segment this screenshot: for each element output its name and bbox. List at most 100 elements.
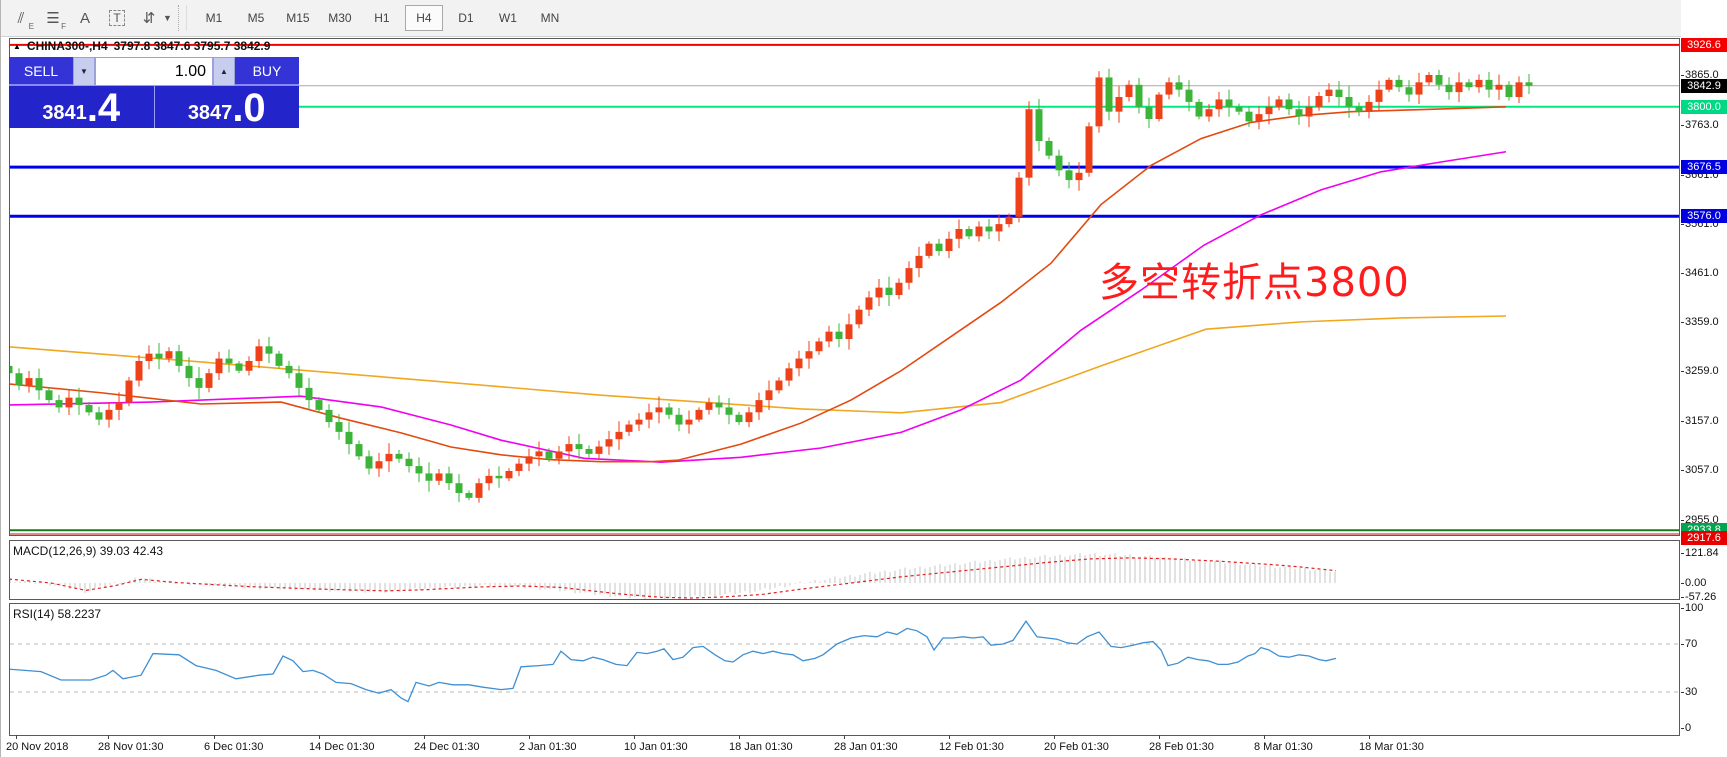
timeframe-M1[interactable]: M1 bbox=[205, 11, 223, 25]
date-tickmark bbox=[634, 735, 635, 739]
chart-annotation-text: 多空转折点3800 bbox=[1099, 260, 1410, 306]
price-badge-3576.0: 3576.0 bbox=[1681, 209, 1727, 224]
timeframe-M5[interactable]: M5 bbox=[247, 11, 265, 25]
sell-button[interactable]: SELL bbox=[9, 57, 73, 86]
price-axis[interactable]: 3865.0 3763.0 3661.0 3561.0 3461.0 3359.0 3259… bbox=[1680, 0, 1727, 757]
date-tickmark bbox=[319, 735, 320, 739]
date-label: 28 Feb 01:30 bbox=[1149, 741, 1214, 753]
timeframe-M15[interactable]: M15 bbox=[286, 11, 310, 25]
macd-panel[interactable] bbox=[9, 540, 1680, 600]
date-label: 20 Nov 2018 bbox=[6, 741, 69, 753]
date-label: 2 Jan 01:30 bbox=[519, 741, 577, 753]
price-tick: 3461.0 bbox=[1681, 266, 1719, 279]
rsi-chart[interactable] bbox=[10, 604, 1679, 735]
date-label: 24 Dec 01:30 bbox=[414, 741, 480, 753]
one-click-trade-panel: SELL ▼ ▲ BUY 3841 .4 3847 .0 bbox=[9, 57, 299, 128]
title-marker-icon: ▲ bbox=[13, 41, 21, 51]
date-label: 14 Dec 01:30 bbox=[309, 741, 375, 753]
macd-chart[interactable] bbox=[10, 541, 1679, 599]
toolbar: ⫽ E ☰ F A T ⇵ ▼ M1 M5 M15 M30 H1 H4 D1 W1 MN bbox=[1, 0, 1727, 37]
date-tickmark bbox=[108, 735, 109, 739]
price-badge-3926.6: 3926.6 bbox=[1681, 37, 1727, 52]
timeframe-H4[interactable]: H4 bbox=[404, 5, 443, 31]
timeframe-M30[interactable]: M30 bbox=[328, 11, 352, 25]
toolbar-separator bbox=[177, 5, 187, 31]
volume-increase-button[interactable]: ▲ bbox=[213, 57, 235, 86]
price-tick: 3865.0 bbox=[1681, 69, 1719, 81]
date-tickmark bbox=[1159, 735, 1160, 739]
date-tickmark bbox=[949, 735, 950, 739]
timeframe-H1[interactable]: H1 bbox=[374, 11, 390, 25]
candles-group bbox=[10, 68, 1533, 503]
price-badge-2917.6: 2917.6 bbox=[1681, 531, 1727, 546]
arrows-icon[interactable]: ⇵ bbox=[142, 10, 156, 27]
price-badge-3676.5: 3676.5 bbox=[1681, 160, 1727, 175]
date-tickmark bbox=[529, 735, 530, 739]
macd-label: MACD(12,26,9) 39.03 42.43 bbox=[13, 544, 164, 558]
sell-price-fraction: .4 bbox=[86, 86, 121, 130]
buy-button[interactable]: BUY bbox=[235, 57, 299, 86]
date-label: 8 Mar 01:30 bbox=[1254, 741, 1313, 753]
date-label: 18 Jan 01:30 bbox=[729, 741, 793, 753]
date-tickmark bbox=[739, 735, 740, 739]
volume-decrease-button[interactable]: ▼ bbox=[73, 57, 95, 86]
price-badge-3842.9: 3842.9 bbox=[1681, 78, 1727, 93]
date-label: 18 Mar 01:30 bbox=[1359, 741, 1424, 753]
price-tick: 2955.0 bbox=[1681, 513, 1719, 526]
macd-signal-line bbox=[10, 557, 1337, 599]
up-wicks bbox=[28, 71, 1520, 503]
rsi-tick: 0 bbox=[1680, 722, 1692, 734]
sell-price-main: 3841 bbox=[42, 102, 87, 124]
date-tickmark bbox=[1054, 735, 1055, 739]
ohlc-values: 3797.8 3847.6 3795.7 3842.9 bbox=[113, 39, 271, 53]
buy-price-fraction: .0 bbox=[232, 86, 266, 130]
buy-price-main: 3847 bbox=[187, 102, 233, 124]
rsi-line bbox=[10, 620, 1337, 703]
price-tick: 3259.0 bbox=[1681, 365, 1719, 378]
date-label: 10 Jan 01:30 bbox=[624, 741, 688, 753]
date-tickmark bbox=[1264, 735, 1265, 739]
symbol-period-label: CHINA300-,H4 bbox=[26, 39, 108, 53]
rsi-tick: 100 bbox=[1680, 602, 1704, 614]
rsi-tick: 70 bbox=[1680, 638, 1698, 650]
equidistant-channel-icon[interactable]: ⫽ E bbox=[17, 9, 34, 32]
timeframe-MN[interactable]: MN bbox=[540, 11, 560, 25]
date-label: 6 Dec 01:30 bbox=[204, 741, 264, 753]
date-tickmark bbox=[16, 735, 17, 739]
label-icon[interactable]: T bbox=[102, 4, 132, 32]
ma-slow-line bbox=[10, 315, 1507, 414]
date-tickmark bbox=[424, 735, 425, 739]
sell-price[interactable]: 3841 .4 bbox=[9, 86, 154, 128]
timeframe-D1[interactable]: D1 bbox=[458, 11, 474, 25]
buy-price[interactable]: 3847 .0 bbox=[153, 86, 300, 130]
macd-tick: 0.00 bbox=[1680, 577, 1707, 589]
ma-mid-line bbox=[10, 150, 1507, 463]
date-label: 28 Nov 01:30 bbox=[98, 741, 164, 753]
timeframe-W1[interactable]: W1 bbox=[498, 11, 517, 25]
chart-title: ▲ CHINA300-,H4 3797.8 3847.6 3795.7 3842… bbox=[13, 39, 270, 53]
macd-histogram bbox=[10, 553, 1336, 599]
ma-fast-line bbox=[10, 105, 1507, 463]
date-axis[interactable]: 20 Nov 2018 28 Nov 01:30 6 Dec 01:30 14 Dec… bbox=[1, 735, 1681, 757]
price-badge-3800.0: 3800.0 bbox=[1681, 99, 1727, 114]
rsi-label: RSI(14) 58.2237 bbox=[13, 607, 102, 621]
rsi-tick: 30 bbox=[1680, 686, 1698, 698]
text-icon[interactable]: A bbox=[79, 9, 90, 27]
date-label: 20 Feb 01:30 bbox=[1044, 741, 1109, 753]
arrows-dropdown-caret[interactable]: ▼ bbox=[163, 13, 172, 23]
date-label: 12 Feb 01:30 bbox=[939, 741, 1004, 753]
volume-input[interactable] bbox=[96, 58, 212, 85]
date-label: 28 Jan 01:30 bbox=[834, 741, 898, 753]
date-tickmark bbox=[844, 735, 845, 739]
date-tickmark bbox=[214, 735, 215, 739]
down-wicks bbox=[18, 68, 1530, 503]
price-tick: 3763.0 bbox=[1681, 118, 1719, 131]
date-tickmark bbox=[1369, 735, 1370, 739]
rsi-panel[interactable] bbox=[9, 603, 1680, 736]
fibonacci-icon[interactable]: ☰ F bbox=[46, 10, 66, 31]
macd-tick: 121.84 bbox=[1681, 546, 1719, 559]
candlestick-chart[interactable] bbox=[10, 39, 1679, 535]
price-tick: 3359.0 bbox=[1681, 316, 1719, 329]
timeframe-bar: M1 M5 M15 M30 H1 H4 D1 W1 MN bbox=[193, 5, 571, 31]
